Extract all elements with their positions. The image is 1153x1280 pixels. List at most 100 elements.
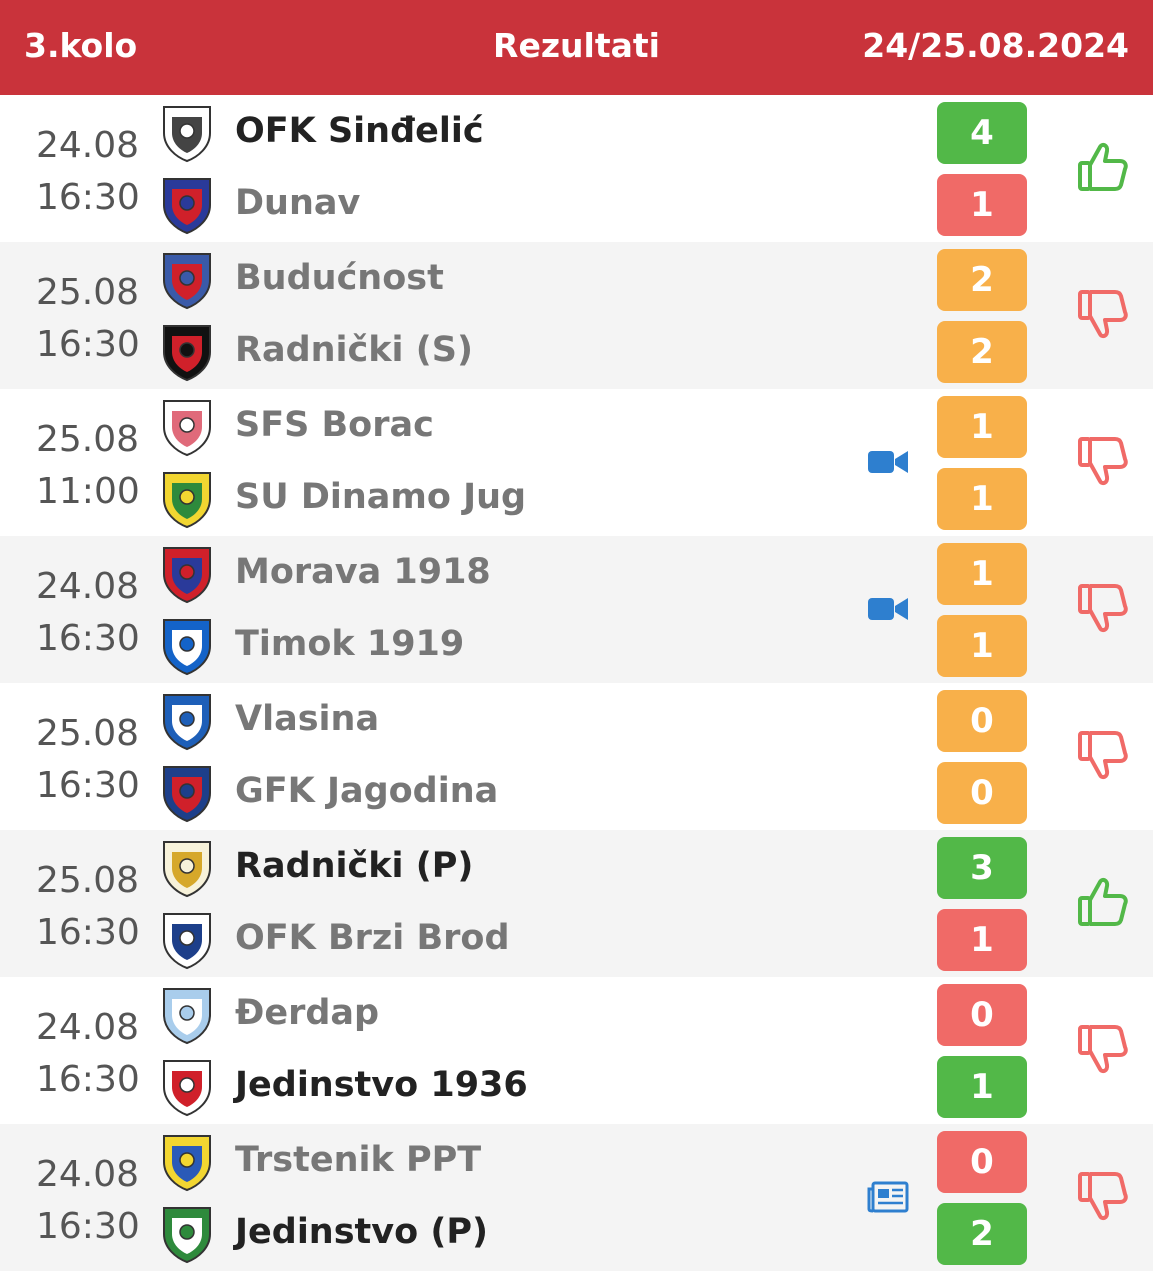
away-team: Radnički (S) xyxy=(158,320,858,384)
home-team: Vlasina xyxy=(158,689,858,753)
team-crest-icon xyxy=(158,1057,216,1117)
match-list: 24.08 16:30 OFK Sinđelić Dunav 4 1 25.08 16:30 B… xyxy=(0,95,1153,1271)
team-crest-icon xyxy=(158,616,216,676)
match-datetime: 25.08 16:30 xyxy=(36,708,140,812)
away-score: 1 xyxy=(937,468,1027,530)
home-team-name: Radnički (P) xyxy=(235,846,474,886)
away-team-name: OFK Brzi Brod xyxy=(235,918,510,958)
home-team-name: Đerdap xyxy=(235,993,380,1033)
away-team: SU Dinamo Jug xyxy=(158,467,858,531)
thumbs-down-icon[interactable] xyxy=(1076,433,1130,489)
home-team-name: Trstenik PPT xyxy=(235,1140,482,1180)
match-date: 25.08 xyxy=(36,419,140,460)
thumbs-up-icon[interactable] xyxy=(1076,874,1130,930)
match-datetime: 24.08 16:30 xyxy=(36,120,140,224)
away-team-name: SU Dinamo Jug xyxy=(235,477,527,517)
away-score: 1 xyxy=(937,174,1027,236)
match-row[interactable]: 25.08 16:30 Budućnost Radnički (S) 2 2 xyxy=(0,242,1153,389)
away-team: Jedinstvo (P) xyxy=(158,1202,858,1266)
away-score: 2 xyxy=(937,1203,1027,1265)
away-team: GFK Jagodina xyxy=(158,761,858,825)
team-crest-icon xyxy=(158,322,216,382)
match-datetime: 25.08 16:30 xyxy=(36,267,140,371)
thumbs-up-icon[interactable] xyxy=(1076,139,1130,195)
match-time: 11:00 xyxy=(36,471,140,512)
video-camera-icon[interactable] xyxy=(866,591,910,627)
away-team-name: GFK Jagodina xyxy=(235,771,499,811)
away-team-name: Timok 1919 xyxy=(235,624,465,664)
thumbs-down-icon[interactable] xyxy=(1076,727,1130,783)
away-score: 1 xyxy=(937,1056,1027,1118)
match-date: 25.08 xyxy=(36,713,140,754)
team-crest-icon xyxy=(158,1204,216,1264)
home-team-name: OFK Sinđelić xyxy=(235,111,484,151)
home-team: Budućnost xyxy=(158,248,858,312)
match-row[interactable]: 24.08 16:30 OFK Sinđelić Dunav 4 1 xyxy=(0,95,1153,242)
home-team: Đerdap xyxy=(158,983,858,1047)
match-time: 16:30 xyxy=(36,912,140,953)
team-crest-icon xyxy=(158,544,216,604)
home-team: Morava 1918 xyxy=(158,542,858,606)
match-time: 16:30 xyxy=(36,324,140,365)
home-score: 3 xyxy=(937,837,1027,899)
match-date: 24.08 xyxy=(36,566,140,607)
team-crest-icon xyxy=(158,910,216,970)
team-crest-icon xyxy=(158,250,216,310)
match-datetime: 24.08 16:30 xyxy=(36,1149,140,1253)
team-crest-icon xyxy=(158,838,216,898)
match-datetime: 25.08 11:00 xyxy=(36,414,140,518)
away-score: 1 xyxy=(937,909,1027,971)
match-datetime: 25.08 16:30 xyxy=(36,855,140,959)
home-score: 1 xyxy=(937,396,1027,458)
away-team: Jedinstvo 1936 xyxy=(158,1055,858,1119)
team-crest-icon xyxy=(158,1132,216,1192)
home-team-name: SFS Borac xyxy=(235,405,434,445)
match-row[interactable]: 25.08 16:30 Radnički (P) OFK Brzi Brod 3 1 xyxy=(0,830,1153,977)
home-team-name: Vlasina xyxy=(235,699,380,739)
match-time: 16:30 xyxy=(36,1059,140,1100)
match-time: 16:30 xyxy=(36,618,140,659)
home-score: 0 xyxy=(937,984,1027,1046)
match-row[interactable]: 25.08 16:30 Vlasina GFK Jagodina 0 0 xyxy=(0,683,1153,830)
home-team-name: Morava 1918 xyxy=(235,552,491,592)
away-team-name: Dunav xyxy=(235,183,361,223)
round-dates: 24/25.08.2024 xyxy=(862,26,1129,65)
match-time: 16:30 xyxy=(36,177,140,218)
thumbs-down-icon[interactable] xyxy=(1076,1021,1130,1077)
team-crest-icon xyxy=(158,985,216,1045)
match-date: 24.08 xyxy=(36,1007,140,1048)
home-score: 1 xyxy=(937,543,1027,605)
video-camera-icon[interactable] xyxy=(866,444,910,480)
match-row[interactable]: 25.08 11:00 SFS Borac SU Dinamo Jug 1 1 xyxy=(0,389,1153,536)
away-score: 1 xyxy=(937,615,1027,677)
thumbs-down-icon[interactable] xyxy=(1076,1168,1130,1224)
match-time: 16:30 xyxy=(36,765,140,806)
home-team-name: Budućnost xyxy=(235,258,444,298)
match-date: 25.08 xyxy=(36,860,140,901)
home-team: Trstenik PPT xyxy=(158,1130,858,1194)
match-row[interactable]: 24.08 16:30 Morava 1918 Timok 1919 1 1 xyxy=(0,536,1153,683)
match-date: 25.08 xyxy=(36,272,140,313)
away-team: Dunav xyxy=(158,173,858,237)
newspaper-icon[interactable] xyxy=(866,1179,910,1215)
match-row[interactable]: 24.08 16:30 Đerdap Jedinstvo 1936 0 1 xyxy=(0,977,1153,1124)
away-team-name: Radnički (S) xyxy=(235,330,473,370)
away-team: OFK Brzi Brod xyxy=(158,908,858,972)
match-time: 16:30 xyxy=(36,1206,140,1247)
round-label: 3.kolo xyxy=(24,26,138,65)
thumbs-down-icon[interactable] xyxy=(1076,580,1130,636)
away-score: 2 xyxy=(937,321,1027,383)
match-row[interactable]: 24.08 16:30 Trstenik PPT Jedinstvo (P) 0 2 xyxy=(0,1124,1153,1271)
team-crest-icon xyxy=(158,175,216,235)
away-score: 0 xyxy=(937,762,1027,824)
thumbs-down-icon[interactable] xyxy=(1076,286,1130,342)
home-team: SFS Borac xyxy=(158,395,858,459)
team-crest-icon xyxy=(158,763,216,823)
match-date: 24.08 xyxy=(36,125,140,166)
home-score: 4 xyxy=(937,102,1027,164)
away-team-name: Jedinstvo (P) xyxy=(235,1212,488,1252)
away-team: Timok 1919 xyxy=(158,614,858,678)
match-date: 24.08 xyxy=(36,1154,140,1195)
match-datetime: 24.08 16:30 xyxy=(36,1002,140,1106)
home-team: Radnički (P) xyxy=(158,836,858,900)
